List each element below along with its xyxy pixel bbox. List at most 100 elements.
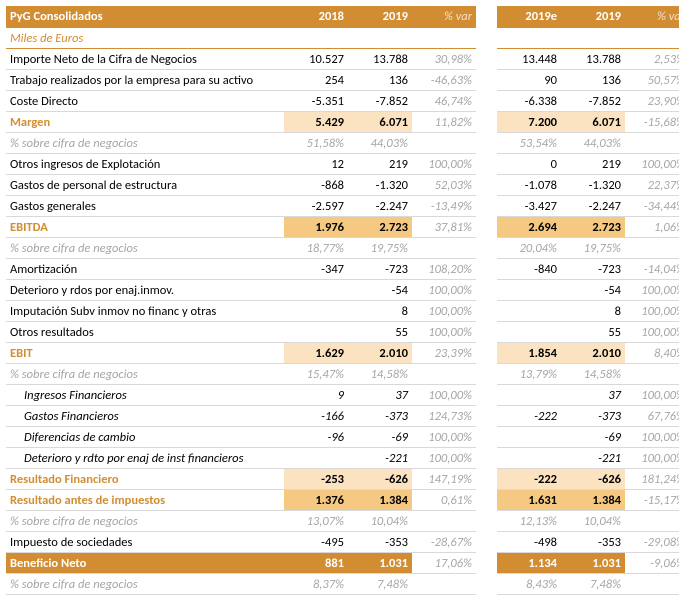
row-label: Diferencias de cambio — [6, 427, 284, 448]
header-b1: 2019e — [497, 6, 561, 27]
row-value: 7.200 — [497, 112, 561, 133]
row-value — [497, 385, 561, 406]
row-value: 147,19% — [412, 469, 476, 490]
row-value: 23,90% — [625, 91, 679, 112]
row-value — [625, 133, 679, 154]
table-row: % sobre cifra de negocios13,07%10,04%12,… — [6, 511, 679, 532]
row-value: -626 — [561, 469, 625, 490]
row-value: 44,03% — [561, 133, 625, 154]
row-value: 219 — [348, 154, 412, 175]
row-value: 8,37% — [284, 574, 348, 595]
row-value: 2,53% — [625, 49, 679, 70]
row-value: 14,58% — [561, 364, 625, 385]
row-label: Resultado Financiero — [6, 469, 284, 490]
row-value: -222 — [497, 406, 561, 427]
row-value: 2.723 — [561, 217, 625, 238]
table-row: Deterioro y rdos por enaj.inmov.-54100,0… — [6, 280, 679, 301]
table-row: Diferencias de cambio-96-69100,00%-69100… — [6, 427, 679, 448]
row-value: 1.384 — [348, 490, 412, 511]
row-value: -840 — [497, 259, 561, 280]
gap — [476, 469, 497, 490]
row-label: % sobre cifra de negocios — [6, 364, 284, 385]
row-value: -723 — [348, 259, 412, 280]
row-value: 15,47% — [284, 364, 348, 385]
row-value: 881 — [284, 553, 348, 574]
table-body: Importe Neto de la Cifra de Negocios10.5… — [6, 49, 679, 595]
row-value: -69 — [561, 427, 625, 448]
gap — [476, 553, 497, 574]
table-row: Beneficio Neto8811.03117,06%1.1341.031-9… — [6, 553, 679, 574]
row-value: -46,63% — [412, 70, 476, 91]
row-value: 136 — [348, 70, 412, 91]
table-row: Imputación Subv inmov no financ y otras8… — [6, 301, 679, 322]
table-row: % sobre cifra de negocios15,47% 14,58%13,… — [6, 364, 679, 385]
row-value: 0,61% — [412, 490, 476, 511]
row-label: Margen — [6, 112, 284, 133]
table-row: Gastos Financieros-166-373124,73%-222-37… — [6, 406, 679, 427]
row-label: Otros ingresos de Explotación — [6, 154, 284, 175]
table-row: Coste Directo-5.351-7.85246,74%-6.338-7.… — [6, 91, 679, 112]
row-value — [497, 301, 561, 322]
subheader-label: Miles de Euros — [6, 27, 284, 49]
row-value: -373 — [348, 406, 412, 427]
row-value: 10,04% — [348, 511, 412, 532]
gap — [476, 217, 497, 238]
table-row: Otros resultados55100,00%55100,00% — [6, 322, 679, 343]
row-label: Gastos generales — [6, 196, 284, 217]
row-value: -1.320 — [348, 175, 412, 196]
row-value: 51,58% — [284, 133, 348, 154]
row-value: 67,76% — [625, 406, 679, 427]
row-value: 8,43% — [497, 574, 561, 595]
gap — [476, 175, 497, 196]
row-label: Amortización — [6, 259, 284, 280]
header-row: PyG Consolidados 2018 2019 % var 2019e 2… — [6, 6, 679, 27]
table-row: Gastos generales-2.597-2.247-13,49%-3.42… — [6, 196, 679, 217]
row-value: 12,13% — [497, 511, 561, 532]
row-label: % sobre cifra de negocios — [6, 574, 284, 595]
row-value: 100,00% — [625, 322, 679, 343]
row-value: 53,54% — [497, 133, 561, 154]
gap — [476, 238, 497, 259]
row-value: 100,00% — [625, 448, 679, 469]
gap — [476, 112, 497, 133]
row-value: 44,03% — [348, 133, 412, 154]
gap — [476, 490, 497, 511]
row-label: EBIT — [6, 343, 284, 364]
row-value: 13,79% — [497, 364, 561, 385]
row-value: 55 — [348, 322, 412, 343]
row-label: Gastos de personal de estructura — [6, 175, 284, 196]
header-a1: 2018 — [284, 6, 348, 27]
gap — [476, 385, 497, 406]
row-value: -7.852 — [348, 91, 412, 112]
row-value: 100,00% — [625, 154, 679, 175]
row-value: 17,06% — [412, 553, 476, 574]
table-row: % sobre cifra de negocios51,58%44,03%53,… — [6, 133, 679, 154]
row-value: 1.631 — [497, 490, 561, 511]
row-value: -13,49% — [412, 196, 476, 217]
row-value: -3.427 — [497, 196, 561, 217]
row-label: Beneficio Neto — [6, 553, 284, 574]
row-value: 7,48% — [561, 574, 625, 595]
pyg-table: PyG Consolidados 2018 2019 % var 2019e 2… — [6, 6, 679, 595]
gap — [476, 280, 497, 301]
gap — [476, 427, 497, 448]
row-value: 19,75% — [348, 238, 412, 259]
row-value: 37 — [561, 385, 625, 406]
row-value — [625, 511, 679, 532]
row-value: -626 — [348, 469, 412, 490]
row-value — [497, 322, 561, 343]
row-label: Otros resultados — [6, 322, 284, 343]
row-value: -15,68% — [625, 112, 679, 133]
table-row: Resultado antes de impuestos1.3761.3840,… — [6, 490, 679, 511]
row-value: 1,06% — [625, 217, 679, 238]
row-value: 46,74% — [412, 91, 476, 112]
row-value: -96 — [284, 427, 348, 448]
table-row: Amortización-347-723108,20%-840-723-14,0… — [6, 259, 679, 280]
gap — [476, 259, 497, 280]
row-value: -7.852 — [561, 91, 625, 112]
gap — [476, 70, 497, 91]
table-row: EBITDA1.9762.72337,81%2.6942.7231,06% — [6, 217, 679, 238]
header-title: PyG Consolidados — [6, 6, 284, 27]
header-b2: 2019 — [561, 6, 625, 27]
row-value: -1.078 — [497, 175, 561, 196]
